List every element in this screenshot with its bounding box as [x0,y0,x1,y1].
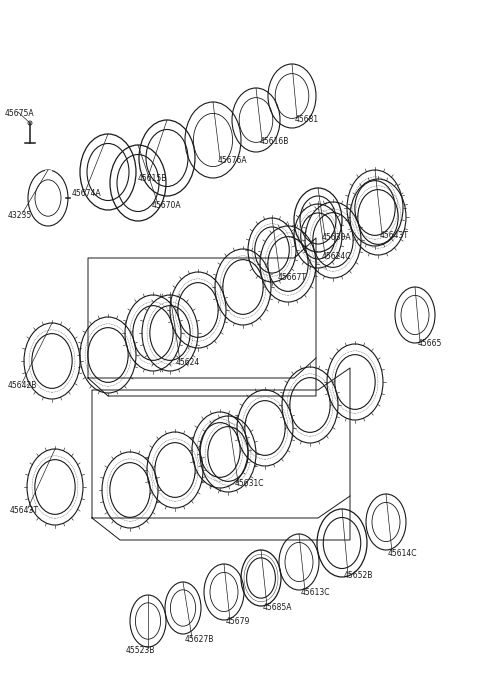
Text: 45630A: 45630A [322,233,352,242]
Text: 45676A: 45676A [218,156,248,165]
Text: 45624C: 45624C [322,252,351,261]
Text: 45643T: 45643T [10,506,39,515]
Text: 45675A: 45675A [5,109,35,118]
Text: 43235: 43235 [8,211,32,220]
Text: 45667T: 45667T [278,273,307,282]
Text: 45670A: 45670A [152,201,181,210]
Text: 45652B: 45652B [344,571,373,580]
Text: 45627B: 45627B [185,635,215,644]
Text: 45624: 45624 [176,358,200,367]
Text: 45681: 45681 [295,115,319,124]
Text: 45679: 45679 [226,617,251,626]
Text: 45642B: 45642B [8,381,37,390]
Text: 45631C: 45631C [235,479,264,488]
Text: 45616B: 45616B [260,137,289,146]
Text: 45523B: 45523B [125,646,155,655]
Text: 45685A: 45685A [263,603,292,612]
Text: 45613C: 45613C [301,588,331,597]
Text: 45674A: 45674A [72,189,102,198]
Text: 45614C: 45614C [388,549,418,558]
Text: 45643T: 45643T [380,231,409,240]
Text: 45665: 45665 [418,339,443,348]
Text: 45615B: 45615B [138,174,168,183]
